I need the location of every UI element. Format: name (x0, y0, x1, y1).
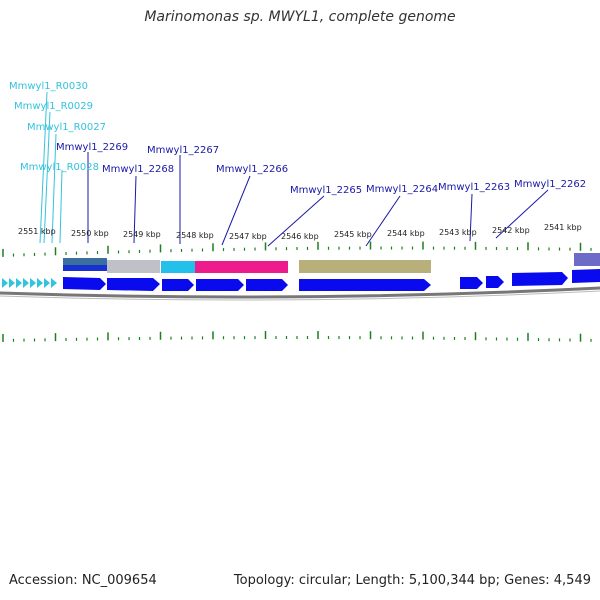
kbp-tick-label: 2544 kbp (387, 229, 425, 238)
gene-arrow (299, 279, 431, 291)
leader-line-2266 (221, 175, 251, 246)
gene-arrow (460, 277, 483, 289)
gene-label: Mmwyl1_2269 (56, 142, 128, 153)
leader-line-2262 (495, 189, 549, 239)
kbp-tick-label: 2545 kbp (334, 230, 372, 239)
rna-label: Mmwyl1_R0029 (14, 101, 93, 112)
gene-arrow (196, 279, 244, 291)
genome-backbone-shadow (0, 290, 600, 301)
kbp-tick-label: 2550 kbp (71, 229, 109, 238)
leader-line-2268 (133, 175, 137, 244)
feature-band (195, 261, 245, 273)
gene-label: Mmwyl1_2265 (290, 185, 362, 196)
rna-labels: Mmwyl1_R0030 Mmwyl1_R0029 Mmwyl1_R0027 M… (9, 81, 106, 173)
kbp-tick-label: 2541 kbp (544, 223, 582, 232)
gene-label: Mmwyl1_2267 (147, 145, 219, 156)
gene-arrow (512, 272, 568, 286)
rna-label: Mmwyl1_R0030 (9, 81, 88, 92)
rna-arrow (16, 278, 22, 288)
leader-line-2264 (365, 195, 401, 247)
rna-arrow (2, 278, 8, 288)
feature-band (63, 258, 107, 265)
kbp-tick-labels: 2551 kbp 2550 kbp 2549 kbp 2548 kbp 2547… (18, 223, 582, 241)
kbp-tick-label: 2548 kbp (176, 231, 214, 240)
label-leader-lines (39, 91, 549, 247)
leader-line-r0030 (39, 91, 48, 244)
gene-labels: Mmwyl1_2269 Mmwyl1_2268 Mmwyl1_2267 Mmwy… (56, 142, 586, 196)
feature-band (574, 253, 600, 266)
gene-arrow (246, 279, 288, 291)
gene-label: Mmwyl1_2266 (216, 164, 288, 175)
kbp-tick-label: 2542 kbp (492, 226, 530, 235)
gene-arrow (486, 276, 504, 288)
leader-line-r0029 (43, 111, 51, 244)
kbp-tick-label: 2547 kbp (229, 232, 267, 241)
gene-arrow (107, 278, 160, 291)
accession-text: Accession: NC_009654 (9, 573, 157, 588)
rna-arrow (51, 278, 57, 288)
gene-arrow (162, 279, 194, 291)
rna-arrow (37, 278, 43, 288)
gene-arrow (63, 277, 106, 290)
feature-band (245, 261, 288, 273)
rna-arrow (23, 278, 29, 288)
feature-band (63, 265, 107, 271)
inner-tick-marks (2, 331, 592, 342)
feature-bands (63, 253, 600, 273)
map-title: Marinomonas sp. MWYL1, complete genome (144, 9, 456, 25)
gene-arrows (63, 269, 600, 291)
leader-line-2265 (267, 195, 325, 247)
feature-band (107, 260, 160, 273)
leader-line-2263 (469, 193, 473, 242)
leader-line-r0028 (59, 169, 63, 244)
feature-band (299, 260, 431, 273)
gene-arrow (572, 269, 600, 283)
rna-label: Mmwyl1_R0027 (27, 122, 106, 133)
rna-arrow (9, 278, 15, 288)
genome-summary-text: Topology: circular; Length: 5,100,344 bp… (233, 573, 591, 588)
rna-arrow (44, 278, 50, 288)
genome-backbone (0, 286, 600, 299)
gene-label: Mmwyl1_2262 (514, 179, 586, 190)
feature-band (161, 261, 195, 273)
kbp-tick-label: 2543 kbp (439, 228, 477, 237)
kbp-tick-label: 2546 kbp (281, 232, 319, 241)
outer-tick-marks (2, 241, 592, 257)
leader-line-r0027 (51, 133, 57, 244)
rna-arrow (30, 278, 36, 288)
gene-label: Mmwyl1_2264 (366, 184, 438, 195)
kbp-tick-label: 2549 kbp (123, 230, 161, 239)
kbp-tick-label: 2551 kbp (18, 227, 56, 236)
rna-arrows (2, 278, 57, 288)
gene-label: Mmwyl1_2268 (102, 164, 174, 175)
gene-label: Mmwyl1_2263 (438, 182, 510, 193)
rna-label: Mmwyl1_R0028 (20, 162, 99, 173)
